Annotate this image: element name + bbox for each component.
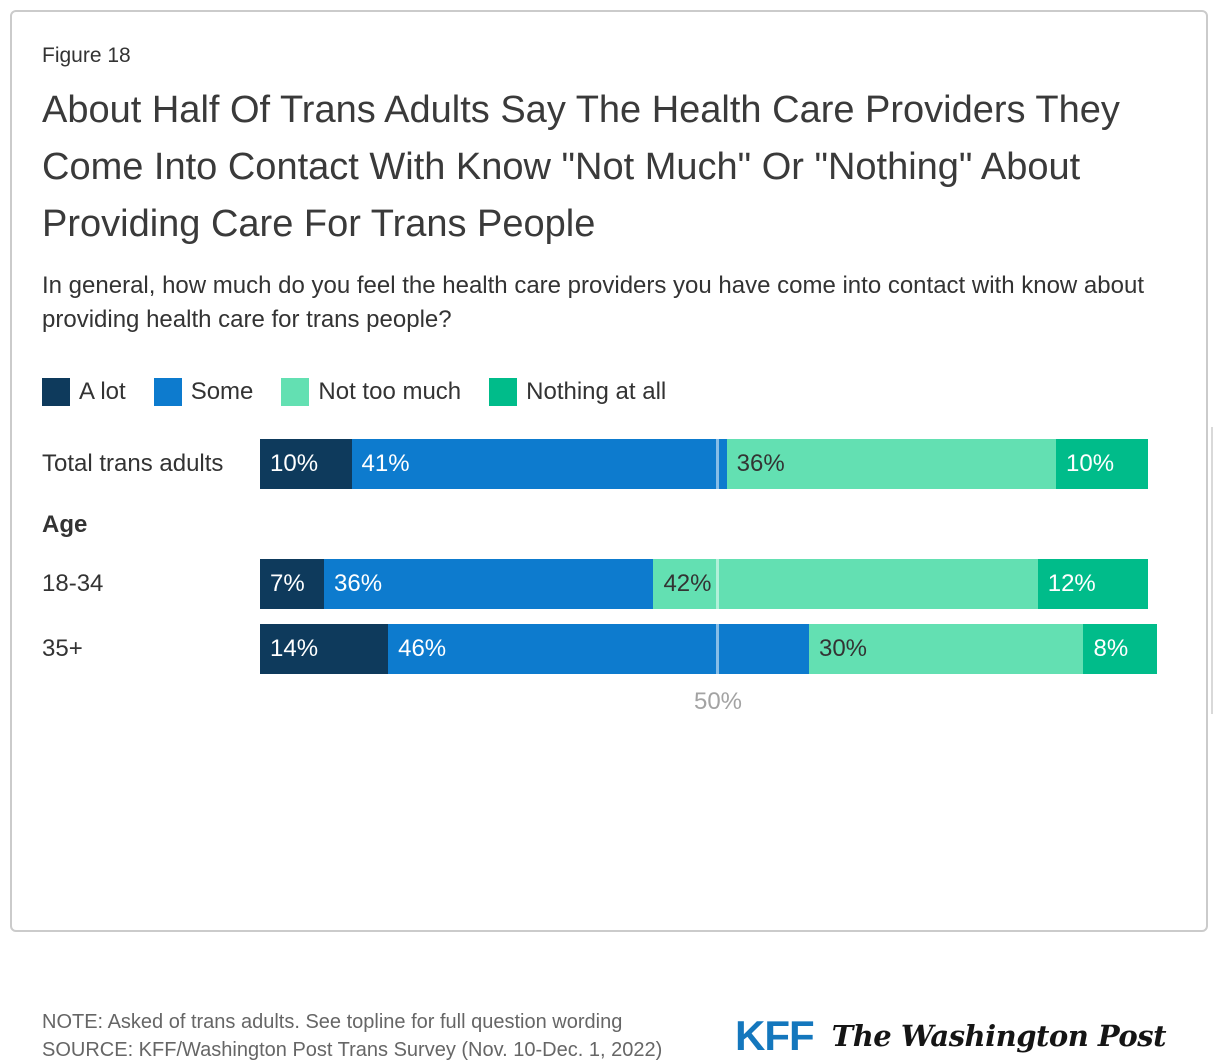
segment-value-label: 42% <box>663 570 712 597</box>
bar-segment: 41% <box>351 439 727 489</box>
chart-title: About Half Of Trans Adults Say The Healt… <box>42 89 1120 245</box>
kff-logo: KFF <box>734 1012 815 1059</box>
bar-segment: 42% <box>653 559 1038 609</box>
segment-value-label: 46% <box>398 635 447 662</box>
legend-item: A lot <box>42 378 126 406</box>
segment-value-label: 14% <box>270 635 319 662</box>
segment-value-label: 41% <box>361 450 410 477</box>
bar-segment: 30% <box>808 624 1084 674</box>
chart-spacer <box>42 674 1178 965</box>
legend-swatch <box>153 378 182 406</box>
legend-swatch <box>281 378 310 406</box>
legend: A lot Some Not too much Nothing at all <box>42 377 1178 407</box>
bar-segment: 36% <box>324 559 654 609</box>
bar-segment: 8% <box>1083 624 1157 674</box>
source-text: SOURCE: KFF/Washington Post Trans Survey… <box>42 1039 663 1061</box>
section-header-age: Age <box>42 511 88 538</box>
chart-subtitle: In general, how much do you feel the hea… <box>42 272 1144 333</box>
bar-segment: 7% <box>260 559 325 609</box>
row-label: 18-34 <box>42 570 104 597</box>
bar-row: Total trans adults 10% 41% 36% 10% <box>42 439 1178 489</box>
row-gap <box>42 609 1178 624</box>
legend-label: Some <box>190 378 254 405</box>
bar-row: 18-34 7% 36% 42% 12% <box>42 559 1178 609</box>
legend-item: Nothing at all <box>489 378 666 406</box>
segment-value-label: 12% <box>1047 570 1096 597</box>
legend-swatch <box>42 378 70 406</box>
bar-segment: 14% <box>260 624 389 674</box>
bar-segment: 36% <box>726 439 1057 489</box>
legend-label: Not too much <box>318 378 462 405</box>
bar-segment: 10% <box>260 439 352 489</box>
gridline-50pct <box>716 439 719 674</box>
legend-item: Some <box>153 378 254 406</box>
segment-value-label: 30% <box>818 635 868 662</box>
footer: NOTE: Asked of trans adults. See topline… <box>42 1008 1178 1064</box>
bar-segment: 12% <box>1037 559 1148 609</box>
segment-value-label: 36% <box>736 450 785 477</box>
legend-label: Nothing at all <box>526 378 667 405</box>
bar-segment: 10% <box>1056 439 1148 489</box>
bar-plot: 14% 46% 30% 8% <box>260 624 1178 674</box>
bar-plot: 7% 36% 42% 12% <box>260 559 1178 609</box>
segment-value-label: 10% <box>1066 450 1115 477</box>
note-text: NOTE: Asked of trans adults. See topline… <box>42 1011 623 1033</box>
stacked-bar-chart: 50% Total trans adults 10% 41% 36% 10% Age 18-… <box>42 427 1213 965</box>
legend-item: Not too much <box>281 378 461 406</box>
legend-swatch <box>489 378 518 406</box>
logos: KFF The Washington Post <box>735 1012 1178 1060</box>
row-label: Total trans adults <box>42 450 224 477</box>
segment-value-label: 36% <box>334 570 383 597</box>
bar-segment: 46% <box>388 624 809 674</box>
legend-label: A lot <box>79 378 126 405</box>
washington-post-logo: The Washington Post <box>831 1019 1167 1053</box>
figure-label: Figure 18 <box>42 44 131 67</box>
segment-value-label: 7% <box>270 570 305 597</box>
plot-right-gridline <box>1211 427 1213 714</box>
row-label: 35+ <box>42 635 83 662</box>
bar-row: 35+ 14% 46% 30% 8% <box>42 624 1178 674</box>
bar-plot: 10% 41% 36% 10% <box>260 439 1178 489</box>
x-axis-tick-label: 50% <box>693 688 743 715</box>
segment-value-label: 8% <box>1093 635 1129 662</box>
figure-card: Figure 18 About Half Of Trans Adults Say… <box>10 10 1213 1061</box>
segment-value-label: 10% <box>270 450 319 477</box>
